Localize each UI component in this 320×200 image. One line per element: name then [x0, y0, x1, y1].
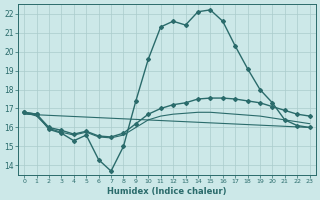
- X-axis label: Humidex (Indice chaleur): Humidex (Indice chaleur): [107, 187, 227, 196]
